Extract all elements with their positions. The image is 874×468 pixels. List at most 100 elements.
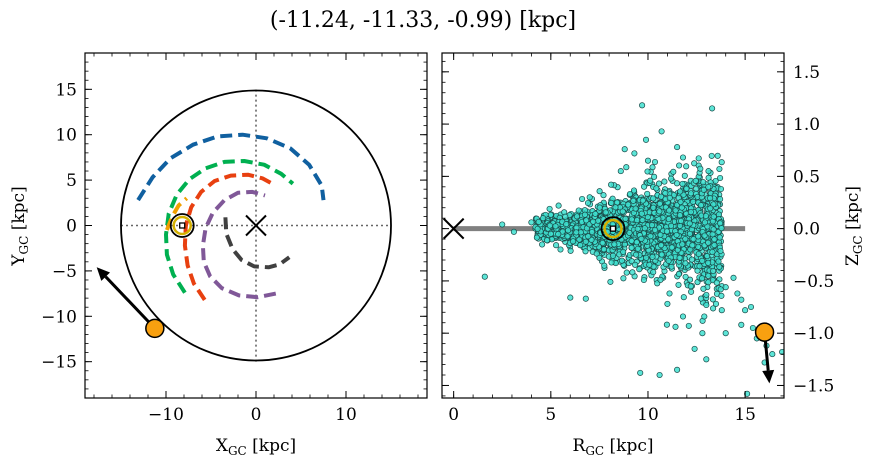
star-point — [709, 296, 716, 303]
y-tick-label: 0.5 — [793, 167, 820, 187]
star-point — [676, 254, 683, 261]
star-point — [553, 242, 560, 249]
star-point — [662, 190, 669, 197]
star-point — [738, 321, 745, 328]
star-point — [641, 225, 648, 232]
star-point — [646, 261, 653, 268]
star-point — [699, 257, 706, 264]
x-tick-label: 15 — [734, 405, 756, 425]
star-point — [628, 237, 635, 244]
star-point — [562, 213, 569, 220]
star-point — [701, 232, 708, 239]
disk-boundary-circle — [120, 89, 392, 362]
star-point — [679, 313, 687, 320]
rz-panel: 0 5 10 15 −1.5 −1.0 −0.5 0.0 0.5 1.0 1.5 RGC [kpc]… — [441, 52, 865, 458]
star-point — [722, 330, 729, 337]
star-point — [734, 290, 741, 297]
y-tick-label: 1.5 — [793, 63, 820, 83]
star-point — [586, 194, 593, 201]
star-point — [577, 242, 584, 249]
star-point — [653, 185, 660, 192]
y-tick-label: 10 — [55, 126, 77, 146]
star-point — [582, 295, 589, 302]
star-point — [676, 212, 684, 219]
star-point — [644, 214, 651, 221]
star-point — [640, 276, 647, 284]
star-point — [535, 218, 542, 225]
target-star-marker — [754, 322, 775, 342]
star-point — [600, 246, 608, 253]
star-point — [625, 201, 632, 208]
star-point — [611, 241, 618, 248]
star-point — [534, 225, 541, 232]
star-point — [596, 204, 603, 211]
star-point — [632, 261, 639, 268]
star-point — [651, 226, 659, 234]
star-point — [687, 283, 694, 290]
star-point — [647, 233, 654, 240]
star-point — [678, 204, 685, 211]
star-point — [705, 272, 712, 279]
star-point — [703, 291, 710, 298]
star-point — [717, 286, 724, 293]
star-point — [628, 216, 635, 223]
star-point — [711, 236, 718, 243]
star-point — [622, 215, 629, 222]
star-point — [620, 275, 627, 282]
star-point — [682, 235, 689, 243]
star-point — [717, 196, 724, 203]
star-point — [717, 185, 725, 193]
star-point — [677, 217, 685, 225]
star-point — [709, 248, 716, 256]
star-point — [704, 253, 711, 260]
star-point — [677, 188, 684, 195]
star-point — [583, 217, 590, 224]
star-point — [693, 185, 700, 192]
star-point — [742, 307, 749, 314]
star-point — [670, 168, 677, 175]
y-tick-label: 5 — [66, 171, 77, 191]
star-point — [711, 242, 718, 249]
star-point — [705, 259, 712, 266]
star-point — [618, 257, 625, 264]
x-tick-label: −10 — [148, 405, 184, 425]
star-point — [499, 221, 506, 228]
star-point — [573, 213, 581, 220]
star-point — [701, 313, 708, 320]
star-point — [668, 244, 675, 251]
star-point — [582, 248, 589, 255]
y-tick-label: −10 — [41, 307, 77, 327]
star-point — [710, 267, 717, 275]
y-tick-label: 0.0 — [793, 220, 820, 240]
sun-outer-ring — [600, 216, 626, 242]
star-point — [702, 212, 709, 220]
star-point — [565, 227, 572, 234]
star-point — [695, 250, 702, 258]
star-point — [510, 228, 517, 235]
star-point — [673, 231, 680, 239]
star-point — [715, 258, 722, 265]
star-point — [666, 194, 673, 201]
star-point — [668, 222, 675, 229]
star-point — [722, 284, 729, 291]
star-point — [679, 180, 686, 187]
star-point — [547, 230, 554, 237]
star-point — [705, 239, 712, 246]
spiral-arm — [200, 189, 277, 300]
star-point — [612, 204, 619, 211]
star-point — [699, 275, 706, 282]
star-point — [672, 207, 679, 214]
star-point — [596, 254, 603, 261]
star-point — [643, 254, 650, 261]
star-point — [609, 252, 617, 259]
star-point — [696, 263, 703, 270]
spiral-arm — [182, 172, 274, 302]
star-point — [686, 276, 694, 283]
velocity-arrow-head — [96, 267, 111, 281]
star-point — [709, 105, 716, 112]
rz-axes-frame — [441, 52, 785, 399]
star-point — [692, 177, 699, 184]
sun-outer-ring — [169, 213, 195, 238]
star-point — [668, 175, 675, 182]
star-point — [695, 155, 702, 162]
